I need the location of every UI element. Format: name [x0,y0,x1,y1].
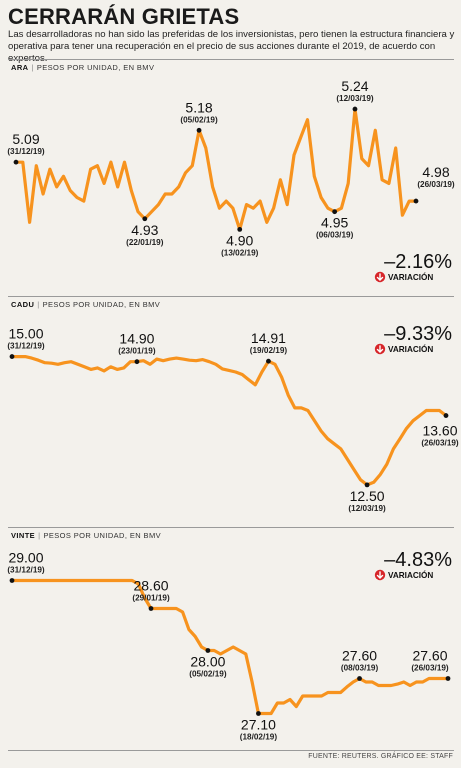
section-divider [8,527,454,528]
ticker-label: CADU [11,300,35,309]
annotation-value: 27.10 [241,717,276,733]
annotation-date: (31/12/19) [7,342,45,351]
variation-label: VARIACIÓN [388,343,433,354]
series-line [10,578,450,716]
annotation-dot [9,578,15,583]
annotation-date: (26/03/19) [411,664,449,673]
annotation-value: 4.93 [131,222,158,238]
source-credit: FUENTE: REUTERS. GRÁFICO EE: STAFF [308,753,453,760]
annotation-date: (22/01/19) [126,238,164,247]
annotation-dot [237,226,243,232]
chart-cadu: 15.00(31/12/19) 14.90(23/01/19) 14.91(19/0… [7,323,459,513]
annotation-value: 4.98 [422,164,449,180]
annotation-value: 27.60 [342,648,377,664]
annotation-date: (05/02/19) [189,670,227,679]
annotation-dot [364,482,370,488]
annotation-value: 12.50 [350,488,385,504]
section-label-cadu: CADU | PESOS POR UNIDAD, EN BMV [11,300,161,309]
annotation-date: (23/01/19) [118,347,156,356]
chart-subtitle: Las desarrolladoras no han sido las pref… [8,29,455,64]
section-label-vinte: VINTE | PESOS POR UNIDAD, EN BMV [11,531,161,540]
annotation-date: (05/02/19) [180,115,218,124]
annotation-value: 13.60 [422,423,457,439]
annotation-dot [445,676,451,681]
variation-label: VARIACIÓN [388,271,433,282]
chart-ara: 5.09(31/12/19) 4.93(22/01/19) 5.18(05/02/1… [7,78,455,283]
annotation-date: (31/12/19) [7,566,45,575]
variation-value: –9.33% [384,323,452,345]
annotation-dot [9,354,15,359]
annotation-date: (06/03/19) [316,231,354,240]
annotation-date: (26/03/19) [421,439,459,448]
footer-divider [8,750,454,751]
annotation-dot [413,198,419,204]
section-label-ara: ARA | PESOS POR UNIDAD, EN BMV [11,63,155,72]
annotation-date: (29/01/19) [132,594,170,603]
ticker-label: VINTE [11,531,36,540]
annotation-dot [266,358,271,364]
annotation-date: (31/12/19) [7,147,45,156]
variation-label: VARIACIÓN [388,569,433,580]
annotation-value: 28.60 [133,578,168,594]
annotation-dot [332,209,338,215]
annotation-value: 28.00 [190,654,225,670]
unit-label: PESOS POR UNIDAD, EN BMV [36,63,155,72]
annotation-date: (13/02/19) [221,248,259,257]
down-arrow-glyph [376,345,384,353]
section-divider [8,59,454,60]
annotation-date: (19/02/19) [250,346,288,355]
annotation-value: 4.95 [321,215,348,231]
annotation-dot [443,413,449,418]
annotation-date: (08/03/19) [341,664,379,673]
annotation-dot [256,711,261,716]
annotation-dot [357,676,362,681]
annotation-date: (18/02/19) [240,733,278,742]
unit-label: PESOS POR UNIDAD, EN BMV [42,300,161,309]
annotation-value: 15.00 [8,326,43,342]
annotation-date: (12/03/19) [348,504,386,513]
annotation-dot [205,648,211,653]
down-arrow-glyph [376,273,384,281]
section-divider [8,296,454,297]
annotation-value: 4.90 [226,232,253,248]
series-line [14,107,418,231]
annotation-dot [352,106,358,112]
annotation-dot [148,606,154,611]
annotation-date: (26/03/19) [417,180,455,189]
unit-label: PESOS POR UNIDAD, EN BMV [43,531,161,540]
ticker-label: ARA [11,63,29,72]
down-arrow-glyph [376,571,384,579]
annotation-value: 5.24 [341,78,368,94]
series-line [10,355,448,487]
annotation-dot [196,127,202,133]
annotation-date: (12/03/19) [336,94,374,103]
chart-title: CERRARÁN GRIETAS [8,4,240,29]
annotation-dot [134,359,140,365]
annotation-value: 5.09 [12,131,39,147]
annotation-dot [142,216,148,222]
annotation-value: 5.18 [185,99,212,115]
annotation-value: 14.90 [119,331,154,347]
variation-value: –2.16% [384,251,452,273]
annotation-dot [13,159,19,165]
variation-value: –4.83% [384,549,452,571]
annotation-value: 29.00 [8,550,43,566]
annotation-value: 14.91 [251,330,286,346]
annotation-value: 27.60 [412,648,447,664]
